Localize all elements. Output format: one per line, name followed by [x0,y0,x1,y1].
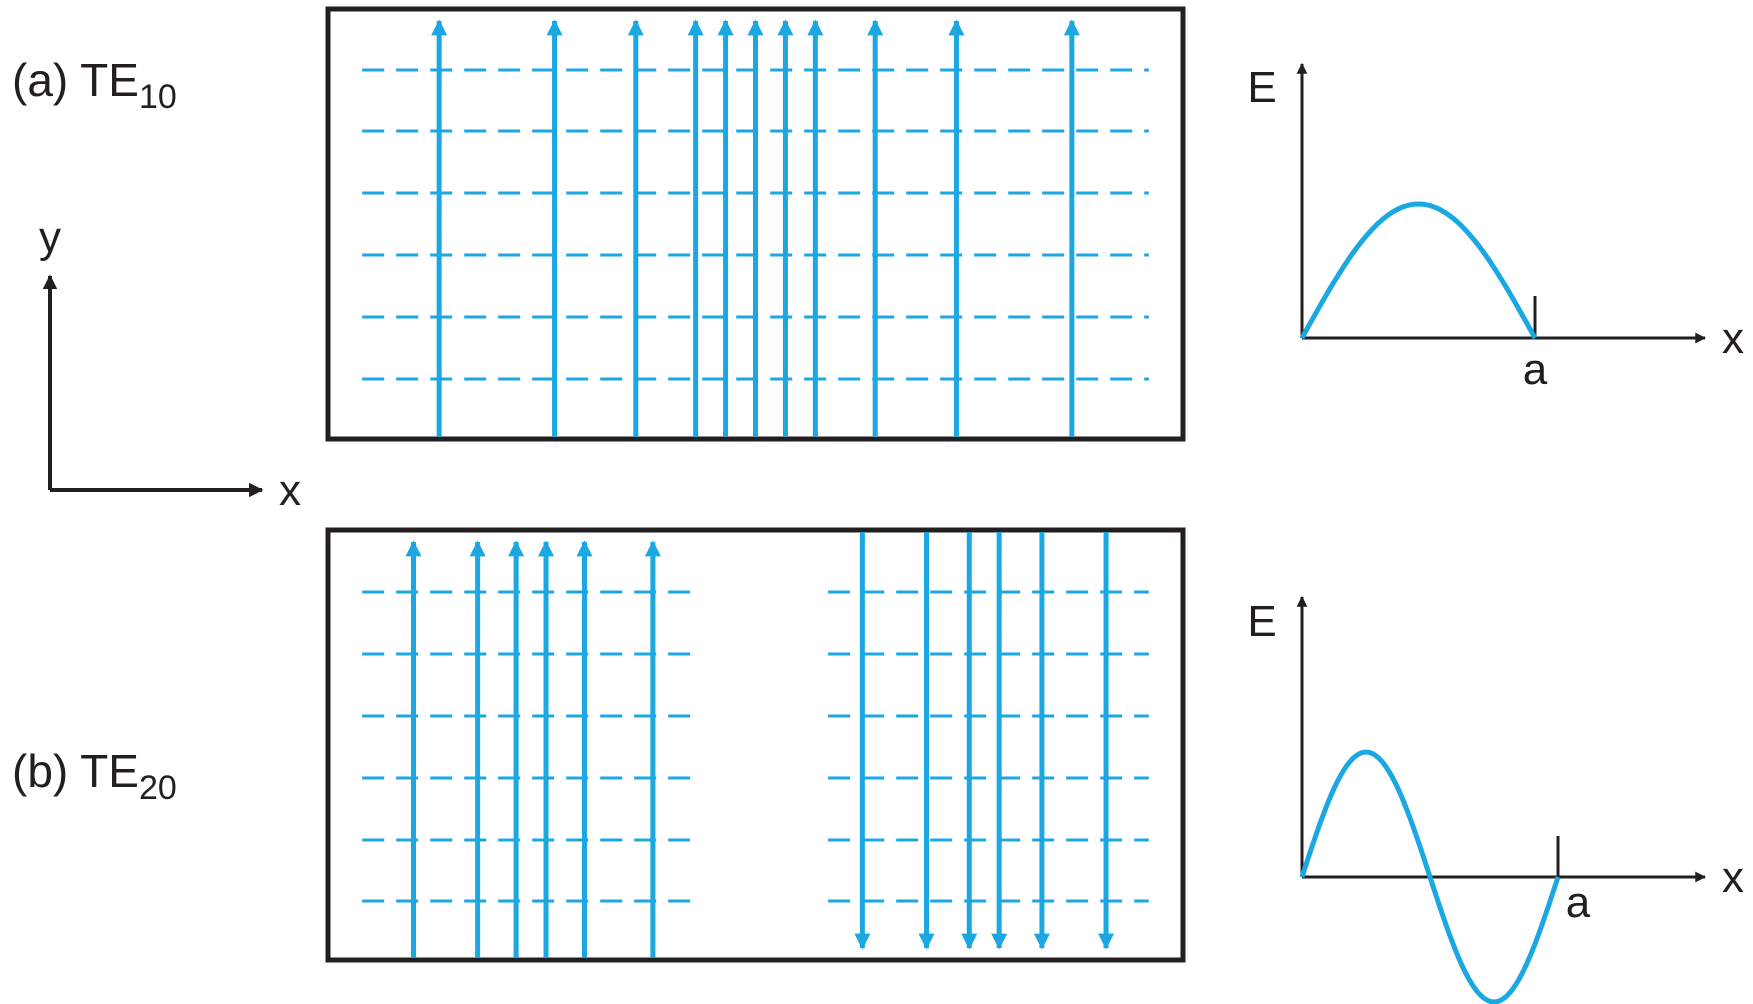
e-profile-curve [1299,749,1561,1004]
coordinate-axes-key: y x [39,213,301,515]
mode-label-te20: (b) TE20 [12,745,177,807]
e-field-lines-te10 [362,19,1149,437]
mode-prefix: (b) TE [12,745,139,797]
plot-y-label: E [1247,597,1276,646]
waveguide-cross-section-te20 [325,527,1186,963]
plot-a-label: a [1523,345,1548,394]
mode-te10: (a) TE10 E x a [12,6,1744,442]
mode-te20: (b) TE20 E x a [12,527,1744,1004]
e-profile-plot-te20: E x a [1247,595,1744,1004]
plot-a-label: a [1566,878,1591,927]
plot-y-label: E [1247,63,1276,112]
plot-x-label: x [1722,314,1744,363]
mode-subscript: 20 [139,769,177,807]
e-profile-plot-te10: E x a [1247,62,1744,394]
y-axis-label: y [39,213,61,262]
plot-x-label: x [1722,853,1744,902]
mode-prefix: (a) TE [12,54,139,106]
waveguide-cross-section-te10 [325,6,1186,442]
e-profile-curve [1299,201,1538,340]
x-axis-label: x [279,466,301,515]
e-field-lines-te20 [362,532,1149,958]
mode-label-te10: (a) TE10 [12,54,177,116]
mode-subscript: 10 [139,78,177,116]
